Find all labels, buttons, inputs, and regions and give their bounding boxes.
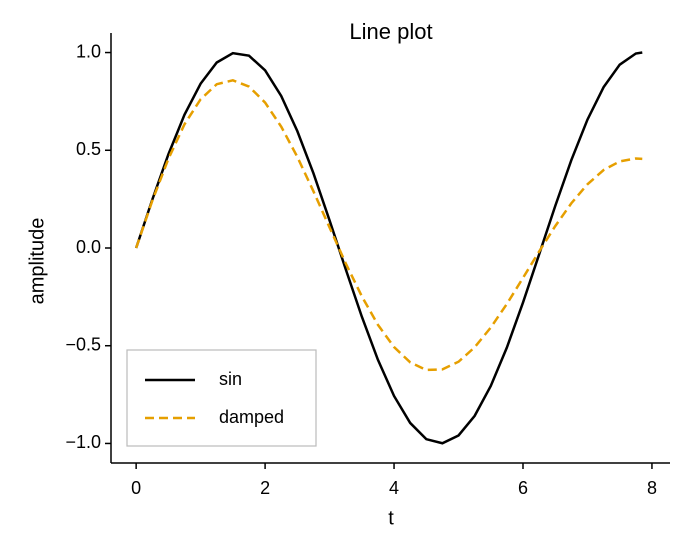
y-tick-label: −0.5 [65,334,101,354]
y-tick-label: 1.0 [76,41,101,61]
y-tick-label: 0.5 [76,139,101,159]
x-axis-label: t [388,507,394,529]
legend-label: sin [219,369,242,389]
line-series [134,51,643,445]
y-tick-label: −1.0 [65,432,101,452]
chart-title: Line plot [349,19,432,44]
x-tick-label: 2 [260,478,270,498]
x-tick-label: 0 [131,478,141,498]
y-tick-label: 0.0 [76,237,101,257]
legend-frame [126,349,317,447]
line-series [134,78,643,372]
y-axis-label: amplitude [26,218,48,305]
legend-label: damped [219,407,284,427]
x-tick-label: 8 [647,478,657,498]
x-tick-label: 6 [518,478,528,498]
x-tick-label: 4 [389,478,399,498]
legend: sin damped [126,349,317,447]
